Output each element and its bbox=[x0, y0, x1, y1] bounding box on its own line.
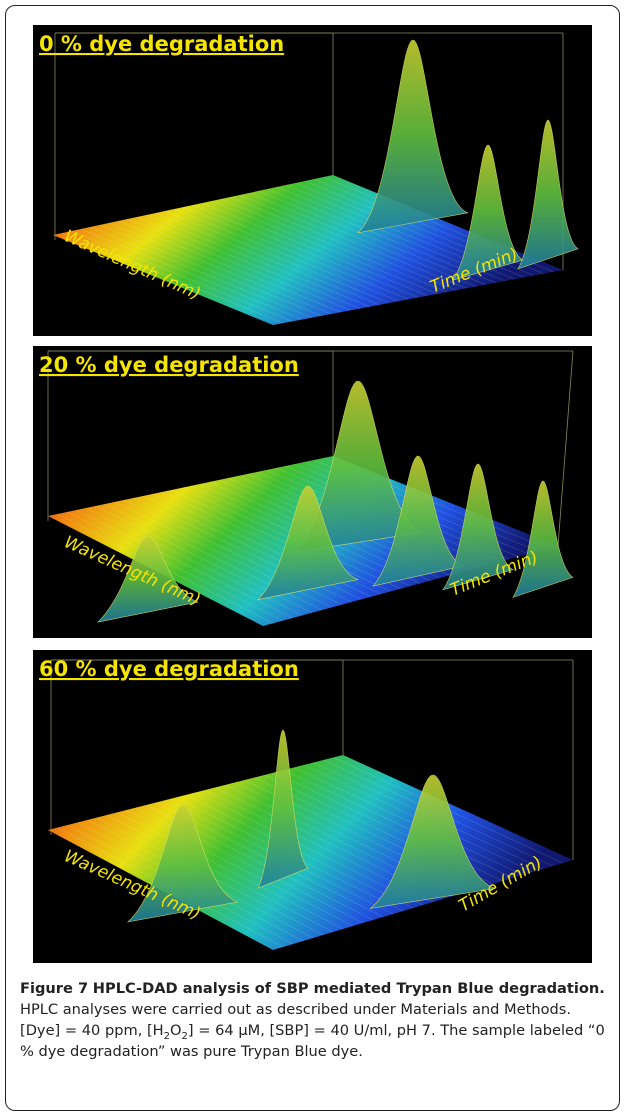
surface-line bbox=[155, 212, 380, 306]
peak bbox=[442, 463, 514, 591]
surface-line bbox=[258, 190, 486, 285]
peak bbox=[257, 485, 360, 601]
surface-line bbox=[71, 230, 293, 322]
surface-line bbox=[90, 226, 312, 318]
surface-line bbox=[146, 214, 370, 307]
caption-text: O bbox=[170, 1022, 182, 1039]
peak bbox=[452, 144, 524, 281]
caption-text: ] = 64 μM, [SBP] = 40 U/ml, pH 7. The sa… bbox=[20, 1022, 605, 1060]
surface-line bbox=[183, 206, 409, 300]
surface-line bbox=[66, 511, 283, 621]
surface-floor bbox=[53, 175, 563, 325]
peak bbox=[127, 804, 239, 923]
caption-text: HPLC analyses were carried out as descri… bbox=[20, 1001, 572, 1039]
surface-line bbox=[108, 222, 332, 315]
figure-frame bbox=[5, 5, 620, 1111]
surface-line bbox=[195, 792, 424, 906]
peak bbox=[372, 455, 465, 587]
surface-line bbox=[267, 188, 496, 284]
surface-line bbox=[116, 812, 344, 930]
surface-line bbox=[164, 210, 390, 304]
surface-line bbox=[239, 194, 467, 289]
peak bbox=[517, 119, 579, 270]
caption-text: 2 bbox=[181, 1030, 188, 1042]
peak bbox=[357, 39, 469, 234]
caption-label: Figure 7 bbox=[20, 980, 89, 997]
peak bbox=[512, 480, 574, 598]
surface-line bbox=[211, 200, 438, 295]
surface-line bbox=[106, 814, 334, 933]
surface-line bbox=[136, 216, 361, 309]
surface-line bbox=[192, 204, 419, 298]
surface-line bbox=[283, 769, 514, 879]
peak bbox=[369, 774, 496, 909]
panel-title: 20 % dye degradation bbox=[39, 353, 299, 377]
caption-text: 2 bbox=[163, 1030, 171, 1042]
surface-line bbox=[99, 224, 322, 317]
surface-line bbox=[80, 228, 303, 320]
panel-title: 0 % dye degradation bbox=[39, 32, 284, 56]
surface-line bbox=[126, 809, 354, 927]
peak bbox=[97, 535, 200, 623]
surface-line bbox=[220, 198, 448, 293]
caption: Figure 7 HPLC-DAD analysis of SBP mediat… bbox=[20, 978, 612, 1062]
peak bbox=[257, 729, 309, 889]
surface-line bbox=[118, 220, 341, 313]
surface-line bbox=[230, 196, 457, 291]
caption-title: HPLC-DAD analysis of SBP mediated Trypan… bbox=[92, 980, 605, 997]
surface-line bbox=[202, 202, 428, 296]
surface-line bbox=[62, 232, 283, 324]
surface-line bbox=[174, 208, 399, 302]
surface-line bbox=[76, 509, 293, 619]
surface-line bbox=[171, 489, 391, 592]
box-edge bbox=[557, 350, 574, 547]
surface-line bbox=[293, 767, 524, 876]
panel-title: 60 % dye degradation bbox=[39, 657, 299, 681]
peak bbox=[292, 380, 424, 553]
surface-line bbox=[127, 218, 351, 311]
surface-line bbox=[248, 192, 477, 287]
